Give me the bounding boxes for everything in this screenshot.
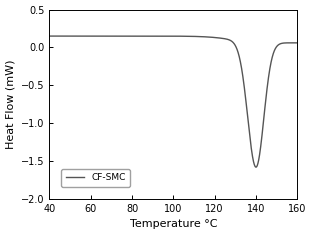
CF-SMC (162, 35, 165, 38)
Legend: CF-SMC: CF-SMC (61, 169, 130, 187)
Line: CF-SMC: CF-SMC (50, 36, 297, 167)
CF-SMC (48, 35, 51, 38)
CF-SMC (254, 166, 258, 168)
CF-SMC (295, 41, 299, 44)
CF-SMC (243, 88, 246, 91)
Y-axis label: Heat Flow (mW): Heat Flow (mW) (6, 59, 16, 149)
CF-SMC (60, 35, 64, 38)
CF-SMC (288, 41, 292, 44)
CF-SMC (168, 35, 172, 38)
CF-SMC (288, 41, 292, 44)
X-axis label: Temperature °C: Temperature °C (129, 219, 217, 229)
